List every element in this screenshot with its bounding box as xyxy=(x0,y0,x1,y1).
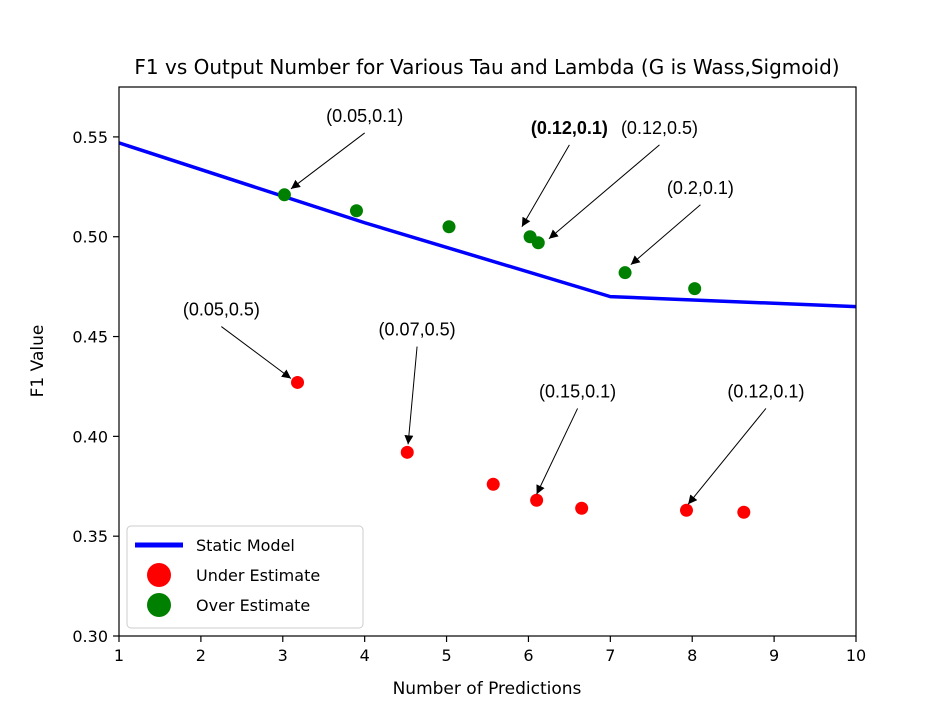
chart-title: F1 vs Output Number for Various Tau and … xyxy=(134,55,839,79)
legend-box xyxy=(126,525,364,629)
x-tick-label: 2 xyxy=(196,646,206,665)
under-estimate-point xyxy=(737,505,751,519)
annotation-label: (0.12,0.1) xyxy=(727,381,804,401)
y-tick-label: 0.55 xyxy=(72,128,108,147)
over-estimate-point xyxy=(618,266,632,280)
legend-over-estimate-label: Over Estimate xyxy=(196,596,310,615)
x-tick-label: 1 xyxy=(114,646,124,665)
plot-frame xyxy=(118,86,857,637)
static-model-line xyxy=(118,141,857,309)
under-estimate-point xyxy=(575,501,589,515)
annotation-label: (0.12,0.5) xyxy=(621,118,698,138)
legend-static-model-label: Static Model xyxy=(196,536,295,555)
x-axis-title: Number of Predictions xyxy=(393,679,582,699)
annotation-arrow xyxy=(521,144,570,227)
annotation-label: (0.2,0.1) xyxy=(667,178,734,198)
under-estimate-point xyxy=(679,503,693,517)
legend: Static Model Under Estimate Over Estimat… xyxy=(126,525,364,629)
x-tick-label: 6 xyxy=(523,646,533,665)
over-estimate-point xyxy=(277,188,291,202)
under-estimate-point xyxy=(486,477,500,491)
annotation-arrow xyxy=(221,326,292,379)
annotation-arrow xyxy=(630,204,701,266)
x-tick-label: 10 xyxy=(846,646,866,665)
annotations: (0.05,0.1) (0.12,0.1) (0.12,0.5) (0.2,0.1) (… xyxy=(183,106,804,505)
annotation-label: (0.05,0.5) xyxy=(183,300,260,320)
y-axis-title: F1 Value xyxy=(28,325,48,398)
x-tick-label: 4 xyxy=(360,646,370,665)
annotation-arrow xyxy=(548,144,660,240)
y-tick-label: 0.30 xyxy=(72,627,108,646)
x-tick-label: 3 xyxy=(278,646,288,665)
legend-over-estimate-swatch xyxy=(147,593,171,617)
y-tick-label: 0.35 xyxy=(72,527,108,546)
under-estimate-point xyxy=(291,375,305,389)
annotation-arrow xyxy=(536,408,579,495)
annotation-arrow xyxy=(687,408,767,505)
x-tick-label: 9 xyxy=(769,646,779,665)
over-estimate-point xyxy=(688,282,702,296)
over-estimate-point xyxy=(531,236,545,250)
x-tick-label: 8 xyxy=(687,646,697,665)
y-tick-label: 0.50 xyxy=(72,228,108,247)
x-tick-label: 7 xyxy=(605,646,615,665)
x-tick-label: 5 xyxy=(441,646,451,665)
plot-area xyxy=(118,141,857,519)
annotation-label: (0.07,0.5) xyxy=(379,320,456,340)
annotation-arrow xyxy=(290,132,365,190)
y-tick-label: 0.40 xyxy=(72,427,108,446)
under-estimate-point xyxy=(530,493,544,507)
y-axis: 0.30 0.35 0.40 0.45 0.50 0.55 xyxy=(72,128,119,646)
under-estimate-point xyxy=(400,445,414,459)
y-tick-label: 0.45 xyxy=(72,328,108,347)
annotation-label: (0.05,0.1) xyxy=(326,106,403,126)
over-estimate-point xyxy=(349,204,363,218)
annotation-arrow xyxy=(404,346,418,445)
over-estimate-point xyxy=(442,220,456,234)
annotation-label: (0.15,0.1) xyxy=(539,381,616,401)
legend-under-estimate-label: Under Estimate xyxy=(196,566,320,585)
x-axis: 1 2 3 4 5 6 7 8 9 10 xyxy=(114,636,866,665)
annotation-label: (0.12,0.1) xyxy=(531,118,608,138)
legend-under-estimate-swatch xyxy=(147,563,171,587)
